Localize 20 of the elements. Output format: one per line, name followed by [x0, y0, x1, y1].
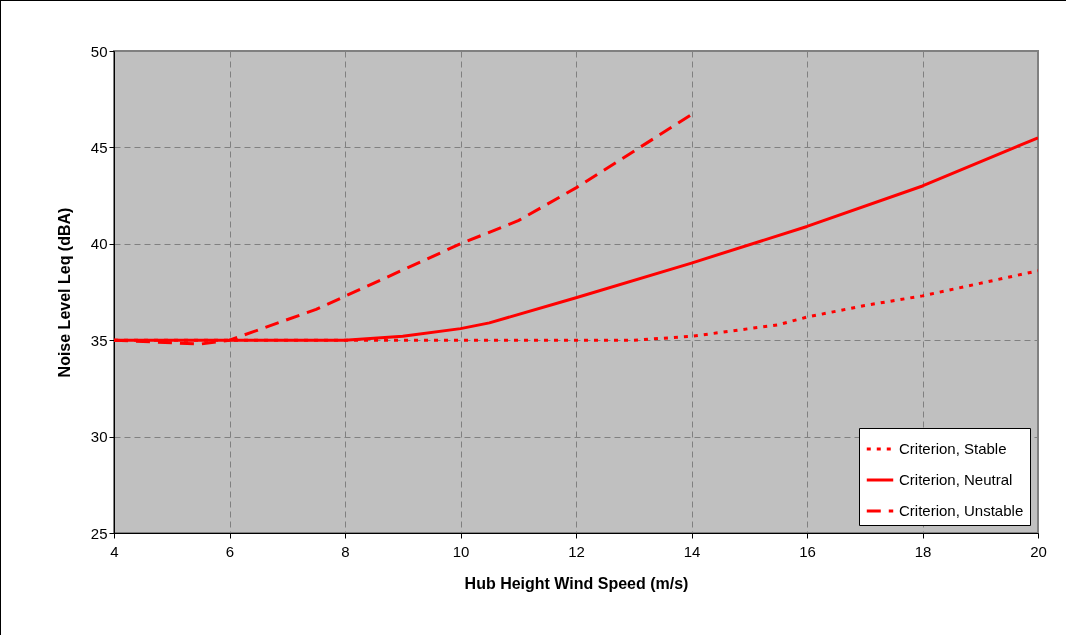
- x-axis-title: Hub Height Wind Speed (m/s): [464, 574, 689, 592]
- x-tick-label: 4: [110, 542, 119, 560]
- legend-label: Criterion, Unstable: [899, 502, 1024, 519]
- x-tick-label: 18: [914, 542, 932, 560]
- y-tick-label: 45: [90, 138, 108, 156]
- x-tick-label: 10: [452, 542, 470, 560]
- legend-label: Criterion, Neutral: [899, 471, 1013, 488]
- x-tick-label: 8: [341, 542, 350, 560]
- y-tick-label: 40: [90, 235, 108, 253]
- x-tick-label: 16: [799, 542, 816, 560]
- y-tick-label: 25: [90, 524, 108, 542]
- y-tick-label: 30: [90, 428, 108, 446]
- x-tick-label: 20: [1030, 542, 1047, 560]
- y-axis-title: Noise Level Leq (dBA): [55, 207, 73, 378]
- x-tick-label: 6: [225, 542, 235, 560]
- x-tick-label: 14: [683, 542, 701, 560]
- y-tick-label: 50: [90, 42, 108, 60]
- x-tick-label: 12: [568, 542, 585, 560]
- legend-label: Criterion, Stable: [899, 440, 1007, 457]
- y-tick-label: 35: [90, 331, 108, 349]
